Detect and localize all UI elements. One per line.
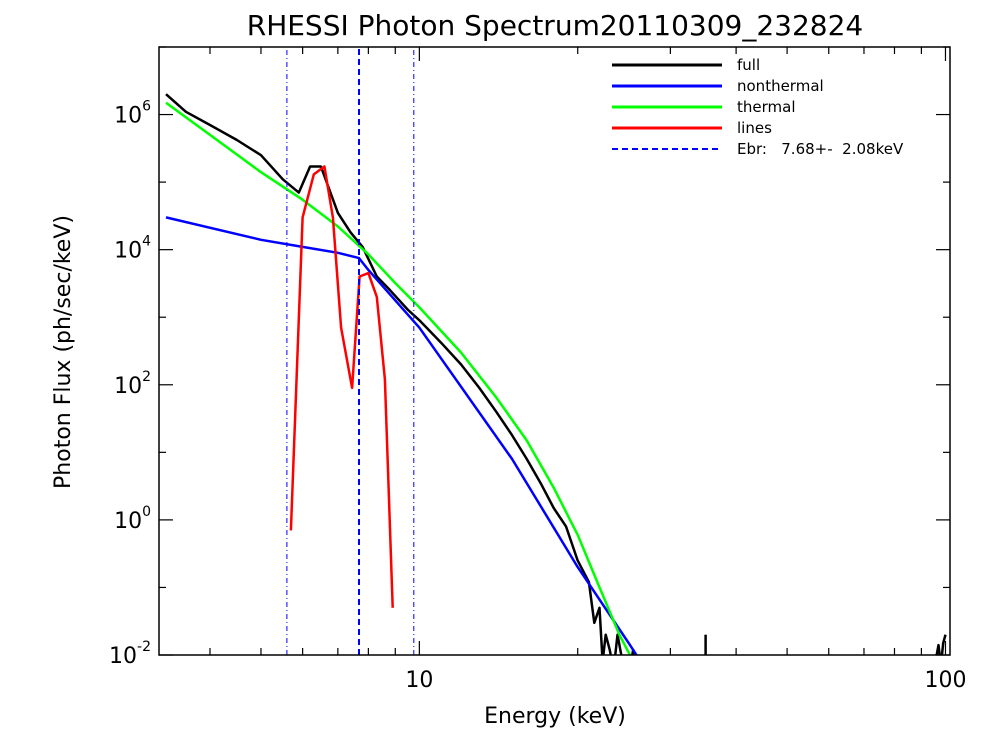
plot-frame [158,46,951,656]
series-line-aux-4 [935,634,947,655]
legend-label: full [737,56,760,74]
y-tick-label: 10-2 [109,639,151,669]
chart-title: RHESSI Photon Spectrum20110309_232824 [247,9,864,42]
legend-label: Ebr: 7.68+- 2.08keV [737,140,904,158]
legend-label: nonthermal [737,77,824,95]
x-tick-label: 10 [405,668,433,693]
legend-label: lines [737,119,772,137]
y-tick-label: 100 [114,504,151,534]
y-axis-label: Photon Flux (ph/sec/keV) [51,215,76,489]
y-tick-label: 102 [114,369,151,399]
series-line-full [165,93,636,655]
x-axis-label: Energy (keV) [484,704,626,729]
y-tick-label: 106 [114,99,151,129]
series-line-lines [289,165,394,608]
series-line-thermal [165,101,632,655]
legend: full nonthermal thermal lines Ebr: 7.68+- 2.… [612,56,904,158]
legend-label: thermal [737,98,796,116]
x-tick-label: 100 [924,668,966,693]
y-tick-label: 104 [114,234,151,264]
series-line-nonthermal [165,216,638,655]
